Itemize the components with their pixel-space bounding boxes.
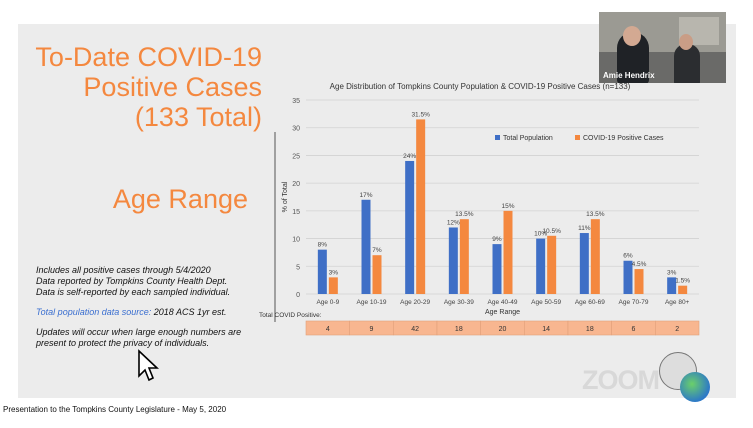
data-label: 10%: [534, 231, 547, 238]
data-label: 11%: [578, 225, 591, 232]
data-label: 13.5%: [455, 211, 474, 218]
data-label: 17%: [359, 192, 372, 199]
bar-total-population: [579, 233, 589, 294]
slide-title-line: Positive Cases: [83, 72, 262, 102]
data-label: 7%: [372, 247, 382, 254]
table-value: 4: [326, 326, 330, 333]
table-label: Total COVID Positive:: [259, 312, 322, 319]
x-tick-label: Age 30-39: [444, 299, 474, 306]
data-label: 15%: [501, 203, 514, 210]
source-label: Total population data source:: [36, 307, 152, 317]
x-axis-label: Age Range: [485, 309, 520, 316]
table-value: 2: [675, 326, 679, 333]
x-tick-label: Age 0-9: [316, 299, 339, 306]
slide-subtitle: Age Range: [112, 184, 248, 214]
legend-label: COVID-19 Positive Cases: [583, 135, 664, 142]
table-value: 20: [499, 326, 507, 333]
update-line: Updates will occur when large enough num…: [36, 327, 242, 337]
legend-swatch-covid-cases: [575, 135, 580, 140]
y-tick-label: 30: [292, 126, 300, 133]
update-line: present to protect the privacy of indivi…: [36, 338, 210, 348]
bar-total-population: [536, 238, 546, 294]
bar-covid-cases: [547, 235, 557, 294]
legend-label: Total Population: [503, 135, 553, 142]
bar-covid-cases: [678, 285, 688, 294]
data-label: 3%: [329, 269, 339, 276]
data-label: 6%: [623, 253, 633, 260]
table-value: 18: [455, 326, 463, 333]
bar-covid-cases: [372, 255, 382, 294]
bar-total-population: [448, 227, 458, 294]
participant-figure: [674, 44, 700, 83]
chart-title: Age Distribution of Tompkins County Popu…: [329, 82, 631, 91]
y-tick-label: 20: [292, 181, 300, 188]
y-tick-label: 10: [292, 237, 300, 244]
note-line: Data is self-reported by each sampled in…: [36, 287, 231, 297]
y-tick-label: 25: [292, 153, 300, 160]
footer-caption: Presentation to the Tompkins County Legi…: [3, 405, 227, 414]
data-label: 4.5%: [632, 261, 647, 268]
bar-covid-cases: [590, 219, 600, 294]
bar-total-population: [405, 160, 415, 294]
table-value: 14: [542, 326, 550, 333]
slide-title-line: To-Date COVID-19: [35, 42, 262, 72]
bar-covid-cases: [634, 269, 644, 294]
bar-total-population: [317, 249, 327, 294]
bar-covid-cases: [459, 219, 469, 294]
y-tick-label: 15: [292, 209, 300, 216]
zoom-logo: ZOOM: [582, 365, 660, 395]
x-tick-label: Age 20-29: [400, 299, 430, 306]
data-label: 31.5%: [411, 111, 430, 118]
data-label: 8%: [318, 242, 328, 249]
x-tick-label: Age 70-79: [619, 299, 649, 306]
bar-total-population: [492, 244, 502, 294]
source-line: Total population data source: 2018 ACS 1…: [36, 307, 241, 318]
y-tick-label: 0: [296, 292, 300, 299]
bar-total-population: [623, 260, 633, 294]
x-tick-label: Age 50-59: [531, 299, 561, 306]
data-label: 10.5%: [542, 228, 561, 235]
source-value: 2018 ACS 1yr est.: [153, 307, 227, 317]
y-axis-label: % of Total: [282, 181, 289, 212]
slide-title: To-Date COVID-19 Positive Cases (133 Tot…: [35, 42, 262, 132]
participant-name: Amie Hendrix: [603, 71, 655, 80]
bar-covid-cases: [416, 119, 426, 295]
globe-icon: [680, 372, 710, 402]
legend-swatch-total-population: [495, 135, 500, 140]
y-tick-label: 5: [296, 264, 300, 271]
table-cell: [655, 320, 700, 336]
data-label: 24%: [403, 153, 416, 160]
data-label: 13.5%: [586, 211, 605, 218]
data-label: 12%: [447, 219, 460, 226]
data-label: 1.5%: [675, 278, 690, 285]
y-tick-label: 35: [292, 98, 300, 105]
x-tick-label: Age 40-49: [488, 299, 518, 306]
x-tick-label: Age 80+: [665, 299, 690, 306]
x-tick-label: Age 10-19: [357, 299, 387, 306]
notes: Includes all positive cases through 5/4/…: [36, 265, 241, 349]
data-label: 9%: [492, 236, 502, 243]
table-value: 6: [632, 326, 636, 333]
note-line: Data reported by Tompkins County Health …: [36, 276, 228, 286]
video-thumbnail[interactable]: Amie Hendrix: [599, 12, 726, 83]
x-tick-label: Age 60-69: [575, 299, 605, 306]
bar-covid-cases: [503, 210, 513, 294]
table-value: 18: [586, 326, 594, 333]
table-value: 9: [370, 326, 374, 333]
bar-total-population: [667, 277, 677, 294]
cursor-icon: [138, 349, 160, 382]
bar-covid-cases: [328, 277, 338, 294]
table-value: 42: [411, 326, 419, 333]
bar-total-population: [361, 199, 371, 294]
slide-title-line: (133 Total): [134, 102, 262, 132]
data-label: 3%: [667, 269, 677, 276]
note-line: Includes all positive cases through 5/4/…: [36, 265, 211, 275]
